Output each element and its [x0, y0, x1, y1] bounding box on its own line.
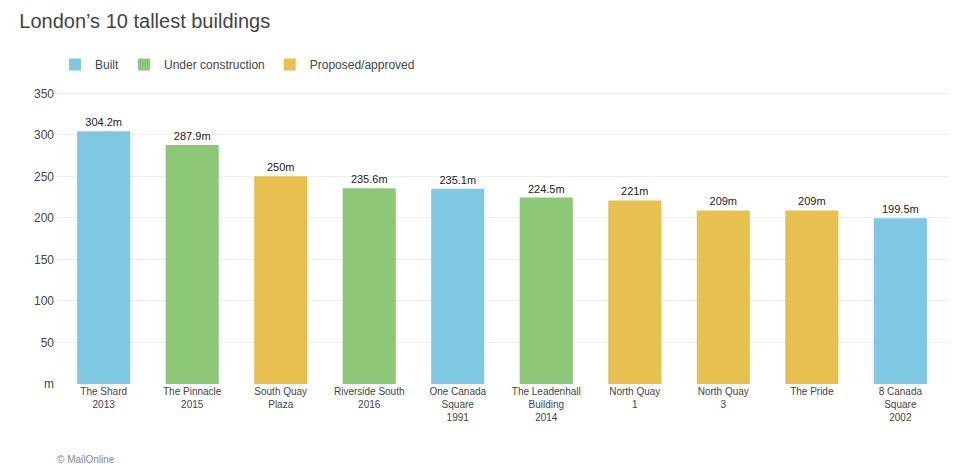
- svg-text:200: 200: [34, 211, 54, 225]
- svg-text:The LeadenhallBuilding2014: The LeadenhallBuilding2014: [512, 386, 581, 423]
- svg-text:The Pinnacle2015: The Pinnacle2015: [163, 386, 222, 410]
- svg-text:224.5m: 224.5m: [528, 183, 565, 195]
- svg-text:221m: 221m: [621, 185, 649, 197]
- svg-text:Riverside South2016: Riverside South2016: [334, 386, 405, 410]
- svg-text:100: 100: [34, 294, 54, 308]
- svg-text:The Pride: The Pride: [790, 386, 834, 397]
- svg-text:250: 250: [34, 170, 54, 184]
- svg-text:209m: 209m: [710, 195, 738, 207]
- svg-text:Proposed/approved: Proposed/approved: [310, 58, 415, 72]
- svg-text:Under construction: Under construction: [164, 58, 265, 72]
- svg-text:199.5m: 199.5m: [882, 203, 919, 215]
- svg-text:8 CanadaSquare2002: 8 CanadaSquare2002: [879, 386, 923, 423]
- svg-text:235.6m: 235.6m: [351, 173, 388, 185]
- svg-text:304.2m: 304.2m: [85, 116, 122, 128]
- svg-text:350: 350: [34, 87, 54, 101]
- svg-text:South QuayPlaza: South QuayPlaza: [254, 386, 307, 410]
- svg-text:150: 150: [34, 253, 54, 267]
- svg-text:North Quay3: North Quay3: [698, 386, 749, 410]
- svg-text:300: 300: [34, 128, 54, 142]
- svg-text:250m: 250m: [267, 161, 295, 173]
- svg-text:Built: Built: [95, 58, 119, 72]
- svg-text:The Shard2013: The Shard2013: [80, 386, 127, 410]
- svg-text:North Quay1: North Quay1: [609, 386, 660, 410]
- svg-text:London’s 10 tallest buildings: London’s 10 tallest buildings: [19, 10, 270, 32]
- svg-text:235.1m: 235.1m: [439, 174, 476, 186]
- svg-text:50: 50: [41, 336, 55, 350]
- svg-text:287.9m: 287.9m: [174, 130, 211, 142]
- svg-text:m: m: [44, 377, 54, 391]
- svg-text:© MailOnline: © MailOnline: [57, 454, 115, 465]
- svg-text:209m: 209m: [798, 195, 826, 207]
- svg-text:One CanadaSquare1991: One CanadaSquare1991: [429, 386, 486, 423]
